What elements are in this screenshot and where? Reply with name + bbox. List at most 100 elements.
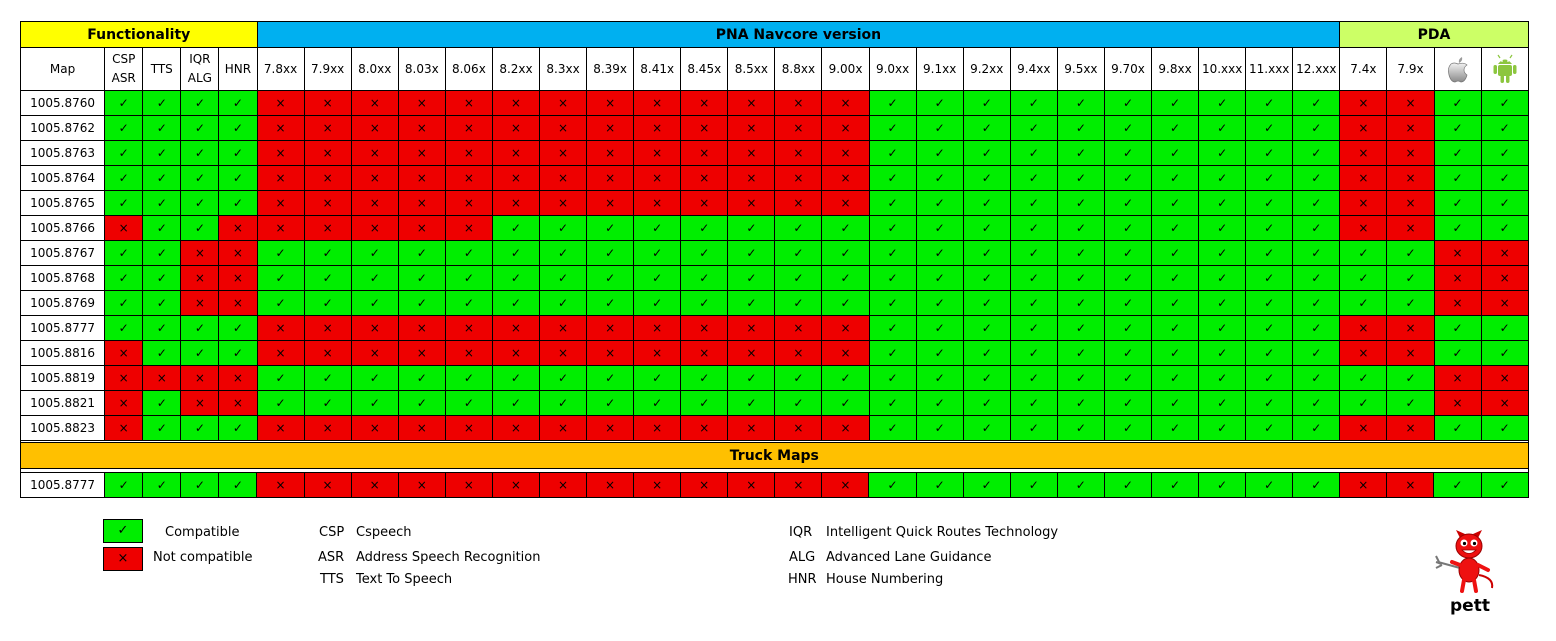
compatible-cell: ✓	[727, 240, 776, 266]
compatible-cell: ✓	[1009, 90, 1058, 116]
compatible-cell: ✓	[180, 315, 220, 341]
compatible-cell: ✓	[915, 165, 964, 191]
not-compatible-cell: ×	[1480, 290, 1529, 316]
compatible-cell: ✓	[586, 290, 635, 316]
not-compatible-cell: ×	[633, 415, 682, 441]
compatible-cell: ✓	[1056, 190, 1105, 216]
compatible-cell: ✓	[1292, 340, 1341, 366]
compatible-cell: ✓	[727, 215, 776, 241]
map-version-cell: 1005.8777	[19, 315, 106, 341]
compatible-cell: ✓	[1009, 315, 1058, 341]
compatible-cell: ✓	[218, 90, 258, 116]
compatible-cell: ✓	[633, 290, 682, 316]
map-version-cell: 1005.8816	[19, 340, 106, 366]
column-header-pna-version: 8.5xx	[727, 47, 776, 91]
not-compatible-cell: ×	[586, 165, 635, 191]
compatible-cell: ✓	[1103, 165, 1153, 191]
not-compatible-cell: ×	[774, 115, 823, 141]
not-compatible-cell: ×	[538, 140, 588, 166]
not-compatible-cell: ×	[1386, 190, 1435, 216]
not-compatible-cell: ×	[1433, 390, 1482, 416]
map-version-cell: 1005.8760	[19, 90, 106, 116]
not-compatible-cell: ×	[1386, 315, 1435, 341]
compatible-cell: ✓	[1151, 115, 1200, 141]
compatible-cell: ✓	[868, 90, 917, 116]
compatible-cell: ✓	[1198, 140, 1247, 166]
compatible-cell: ✓	[1433, 415, 1482, 441]
compatible-cell: ✓	[1103, 90, 1153, 116]
compatible-cell: ✓	[1151, 190, 1200, 216]
compatible-cell: ✓	[633, 365, 682, 391]
not-compatible-cell: ×	[104, 390, 144, 416]
not-compatible-cell: ×	[1386, 140, 1435, 166]
not-compatible-cell: ×	[727, 140, 776, 166]
compatible-cell: ✓	[915, 315, 964, 341]
map-version-cell: 1005.8765	[19, 190, 106, 216]
not-compatible-cell: ×	[350, 190, 399, 216]
compatible-cell: ✓	[397, 390, 446, 416]
not-compatible-cell: ×	[821, 190, 870, 216]
not-compatible-cell: ×	[633, 165, 682, 191]
compatible-cell: ✓	[821, 240, 870, 266]
compatible-cell: ✓	[915, 265, 964, 291]
not-compatible-cell: ×	[821, 165, 870, 191]
map-version-cell: 1005.8768	[19, 265, 106, 291]
map-version-cell: 1005.8819	[19, 365, 106, 391]
compatible-cell: ✓	[1103, 340, 1153, 366]
column-header-pna-version: 8.3xx	[538, 47, 588, 91]
not-compatible-cell: ×	[727, 190, 776, 216]
compatible-cell: ✓	[104, 472, 144, 498]
compatible-cell: ✓	[1056, 265, 1105, 291]
compatible-cell: ✓	[180, 115, 220, 141]
compatible-cell: ✓	[256, 240, 305, 266]
column-header-pna-version: 9.1xx	[915, 47, 964, 91]
not-compatible-cell: ×	[680, 90, 729, 116]
compatible-cell: ✓	[1056, 215, 1105, 241]
compatible-cell: ✓	[1245, 472, 1294, 498]
compatible-cell: ✓	[1292, 390, 1341, 416]
not-compatible-cell: ×	[350, 315, 399, 341]
not-compatible-cell: ×	[444, 315, 493, 341]
column-header-functionality: HNR	[218, 47, 258, 91]
compatible-cell: ✓	[868, 340, 917, 366]
not-compatible-cell: ×	[491, 140, 541, 166]
compatible-cell: ✓	[586, 365, 635, 391]
compatible-cell: ✓	[821, 215, 870, 241]
compatible-cell: ✓	[962, 190, 1011, 216]
column-header-pna-version: 8.2xx	[491, 47, 541, 91]
compatible-cell: ✓	[303, 265, 352, 291]
not-compatible-cell: ×	[444, 165, 493, 191]
group-header-truck: Truck Maps	[20, 442, 1529, 469]
not-compatible-cell: ×	[1339, 472, 1388, 498]
compatible-cell: ✓	[586, 265, 635, 291]
compatible-cell: ✓	[491, 390, 541, 416]
compatible-cell: ✓	[1433, 140, 1482, 166]
compatible-cell: ✓	[1198, 265, 1247, 291]
table-row: 1005.8823 × ✓ ✓ ✓ × × × × × × × × × × × × × ✓ ✓ ✓ ✓ ✓ ✓ ✓ ✓ ✓ ✓ × × ✓ ✓	[19, 415, 1529, 441]
compatible-cell: ✓	[962, 115, 1011, 141]
column-header-pna-version: 9.70x	[1103, 47, 1153, 91]
not-compatible-cell: ×	[680, 140, 729, 166]
compatible-cell: ✓	[1009, 265, 1058, 291]
compatible-cell: ✓	[868, 415, 917, 441]
compatible-cell: ✓	[1056, 115, 1105, 141]
not-compatible-cell: ×	[680, 165, 729, 191]
group-header-pna: PNA Navcore version	[256, 21, 1341, 48]
compatible-cell: ✓	[1151, 90, 1200, 116]
not-compatible-cell: ×	[491, 190, 541, 216]
not-compatible-cell: ×	[680, 340, 729, 366]
not-compatible-cell: ×	[774, 90, 823, 116]
compatible-cell: ✓	[1056, 472, 1105, 498]
compatible-cell: ✓	[444, 290, 493, 316]
compatible-cell: ✓	[962, 340, 1011, 366]
not-compatible-cell: ×	[538, 315, 588, 341]
map-version-cell: 1005.8769	[19, 290, 106, 316]
not-compatible-cell: ×	[256, 140, 305, 166]
not-compatible-cell: ×	[633, 472, 682, 498]
not-compatible-cell: ×	[180, 265, 220, 291]
not-compatible-cell: ×	[256, 472, 305, 498]
compatible-cell: ✓	[1198, 365, 1247, 391]
compatible-cell: ✓	[1339, 365, 1388, 391]
compatible-cell: ✓	[538, 215, 588, 241]
table-row: 1005.8819 × × × × ✓ ✓ ✓ ✓ ✓ ✓ ✓ ✓ ✓ ✓ ✓ ✓ ✓ ✓ ✓ ✓ ✓ ✓ ✓ ✓ ✓ ✓ ✓ ✓ ✓ × ×	[19, 365, 1529, 391]
